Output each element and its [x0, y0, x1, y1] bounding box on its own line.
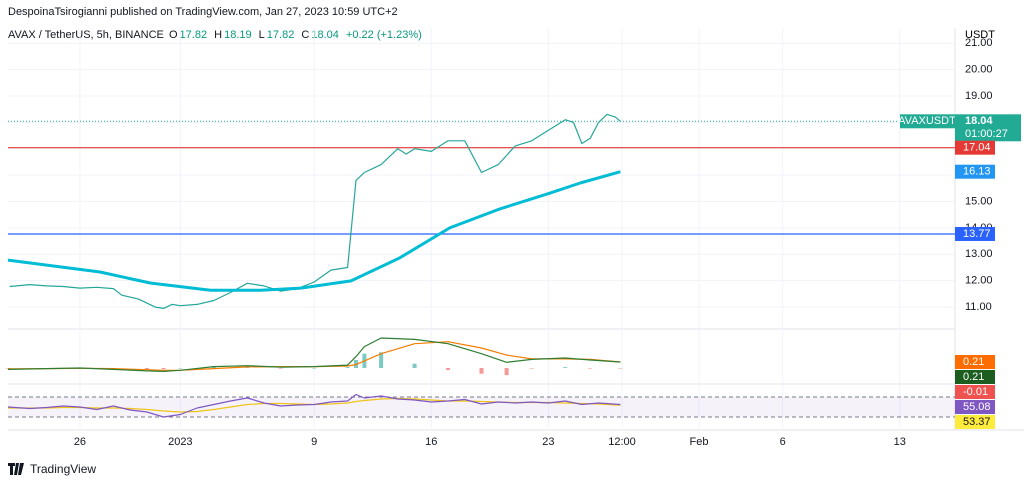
- histogram-bar: [178, 368, 183, 369]
- histogram-bar: [144, 368, 149, 370]
- series-line: [9, 113, 621, 309]
- countdown: 01:00:27: [965, 128, 1008, 140]
- axis-label-box: [955, 385, 995, 399]
- x-tick-label: 16: [425, 436, 437, 448]
- change: +0.22 (+1.23%): [345, 29, 422, 41]
- histogram-bar: [479, 368, 484, 374]
- x-tick-label: Feb: [690, 436, 709, 448]
- series-line: [7, 170, 621, 292]
- last-price-box: [955, 114, 1021, 142]
- axis-label-box: [955, 415, 995, 429]
- last-price-label: 18.04: [965, 115, 993, 127]
- axis-label: -0.01: [963, 386, 988, 398]
- publisher-line: DespoinaTsirogianni published on Trading…: [8, 6, 398, 18]
- y-tick-label: 12.00: [965, 275, 993, 287]
- series-line: [7, 393, 621, 418]
- ohlc-label: L: [258, 29, 265, 41]
- ohlc-value: 17.82: [179, 29, 208, 41]
- axis-label-box: [955, 226, 995, 241]
- histogram-bar: [446, 368, 451, 370]
- axis-label-box: [955, 400, 995, 414]
- ohlc-value: 18.19: [224, 29, 252, 41]
- ohlc-value: 18.04: [311, 29, 339, 41]
- histogram-bar: [278, 368, 283, 369]
- y-tick-label: 13.00: [965, 248, 993, 260]
- axis-label-box: [955, 164, 995, 179]
- level-band: [8, 397, 955, 417]
- x-tick-label: 2023: [168, 436, 192, 448]
- histogram-bar: [504, 368, 509, 376]
- histogram-bar: [588, 368, 593, 369]
- brand: TradingView: [30, 462, 97, 476]
- y-tick-label: 15.00: [965, 195, 993, 207]
- histogram-bar: [618, 368, 623, 369]
- axis-label: 16.13: [963, 166, 991, 178]
- ohlc-label: C: [301, 29, 310, 41]
- axis-label: 0.21: [963, 371, 984, 383]
- x-tick-label: 13: [894, 436, 906, 448]
- histogram-bar: [345, 367, 350, 368]
- x-tick-label: 6: [780, 436, 786, 448]
- y-unit: USDT: [965, 29, 995, 41]
- histogram-bar: [379, 352, 384, 368]
- axis-label: 0.21: [963, 356, 984, 368]
- histogram-bar: [529, 368, 534, 369]
- histogram-bar: [412, 363, 417, 368]
- axis-label-box: [955, 370, 995, 384]
- symbol-name: AVAX / TetherUS, 5h, BINANCE: [8, 29, 164, 41]
- series-line: [7, 341, 621, 371]
- axis-label-box: [955, 355, 995, 369]
- y-tick-label: 11.00: [965, 301, 992, 313]
- symbol-row: AVAX / TetherUS, 5h, BINANCE O 17.82 H 18.…: [8, 29, 426, 41]
- x-tick-label: 26: [74, 436, 86, 448]
- symbol-label: AVAXUSDT: [898, 115, 956, 127]
- y-tick-label: 20.00: [965, 63, 993, 75]
- symbol-box: [900, 114, 955, 129]
- ohlc-label: H: [214, 29, 223, 41]
- x-tick-label: 9: [311, 436, 317, 448]
- axis-label-box: [955, 140, 995, 155]
- x-tick-label: 12:00: [608, 436, 636, 448]
- y-tick-label: 21.00: [965, 37, 993, 49]
- y-tick-label: 19.00: [965, 90, 993, 102]
- ohlc-label: O: [168, 29, 178, 41]
- histogram-bar: [6, 368, 10, 369]
- axis-label: 53.37: [963, 416, 991, 428]
- axis-label: 13.77: [963, 228, 991, 240]
- axis-label: 55.08: [963, 401, 991, 413]
- ohlc-value: 17.82: [266, 29, 295, 41]
- logo: [8, 463, 24, 475]
- histogram-bar: [312, 368, 317, 369]
- chart: USDT 26 2023 9 16 23 12:00 Feb 6 13 11.00 12.00 13.…: [6, 28, 1024, 448]
- x-tick-label: 23: [542, 436, 554, 448]
- series-line: [7, 337, 621, 372]
- histogram-bar: [161, 368, 166, 370]
- histogram-bar: [563, 367, 568, 368]
- footer: TradingView: [8, 462, 96, 476]
- axis-label: 17.04: [963, 142, 991, 154]
